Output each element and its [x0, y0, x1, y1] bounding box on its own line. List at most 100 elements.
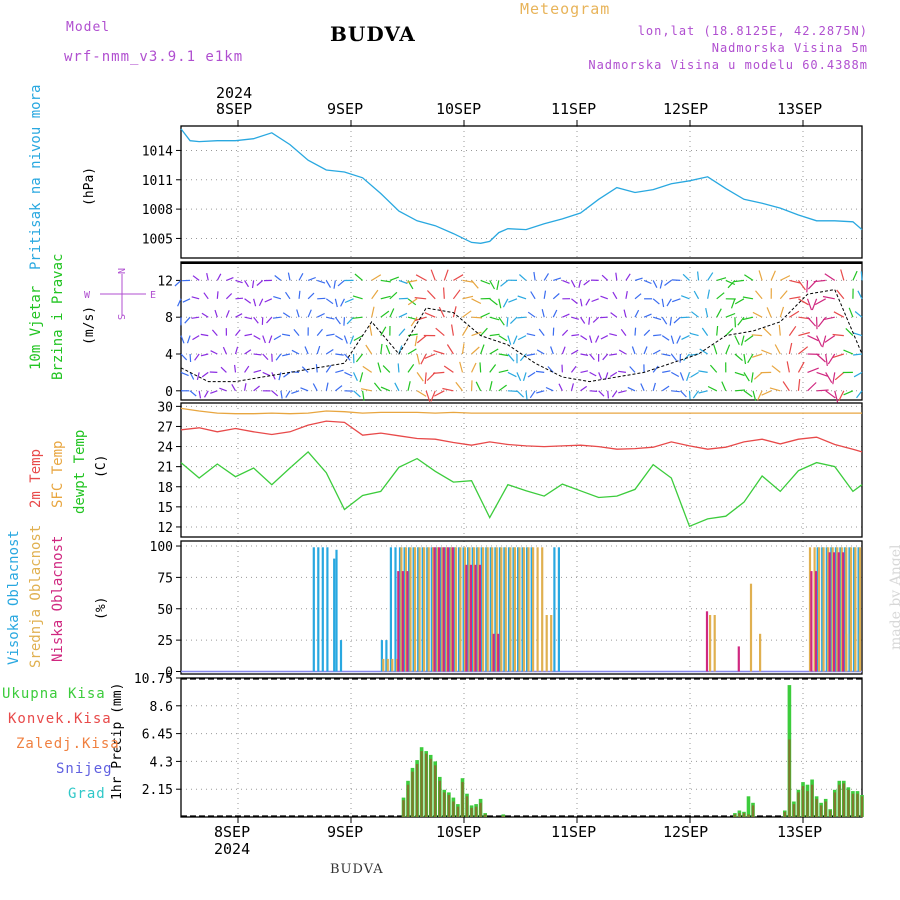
wind-arrow [807, 367, 819, 373]
wind-arrow [498, 384, 507, 392]
wind-arrow [682, 273, 690, 281]
cloud-low-bar [397, 571, 400, 672]
wind-arrow [536, 349, 545, 355]
wind-arrow [543, 273, 550, 281]
wind-arrow [177, 298, 182, 307]
wind-arrow [824, 335, 836, 343]
wind-arrow [806, 298, 813, 311]
wind-arrow [734, 335, 740, 345]
wind-arrow [455, 381, 463, 392]
precip-conv-bar [502, 815, 505, 817]
precip-conv-bar [452, 801, 455, 817]
wind-arrow [198, 390, 202, 399]
wind-arrow [716, 308, 722, 318]
wind-arrow [471, 346, 480, 355]
cloud-high-bar [457, 547, 461, 672]
wind-arrow [424, 372, 427, 384]
wind-arrow [843, 349, 854, 355]
precip-conv-bar [797, 792, 800, 817]
wind-arrow [822, 316, 835, 321]
wind-arrow [326, 333, 335, 337]
wind-arrow [538, 328, 545, 336]
wind-arrow [591, 298, 599, 303]
wind-arrow [312, 383, 318, 392]
cloud-mid-bar [486, 547, 489, 672]
wind-arrow [558, 383, 563, 392]
cloud-high-bar [494, 547, 497, 672]
wind-arrow [683, 353, 690, 361]
cloud-high-bar [521, 547, 524, 672]
cloud-high-bar [821, 547, 824, 672]
cloud-low-bar [433, 547, 436, 672]
wind-arrow [661, 385, 670, 392]
wind-arrow [740, 335, 745, 346]
wind-arrow [832, 333, 844, 337]
cloud-high-bar [848, 547, 851, 672]
cloud-high-bar [462, 547, 465, 672]
wind-arrow [763, 327, 772, 337]
wind-arrow [316, 345, 321, 355]
y-tick-label: 4.3 [150, 755, 173, 770]
wind-arrow [340, 298, 345, 307]
wind-arrow [816, 371, 829, 377]
wind-arrow [281, 333, 291, 337]
wind-arrow [766, 307, 772, 318]
wind-arrow [420, 353, 427, 365]
cloud-low-bar [451, 547, 454, 672]
wind-arrow [333, 280, 336, 289]
precip-conv-bar [806, 791, 809, 817]
wind-arrow [798, 346, 809, 355]
wind-arrow [807, 382, 817, 392]
y-tick-label: 15 [157, 501, 173, 516]
wind-arrow [631, 346, 636, 355]
wind-arrow [285, 390, 291, 398]
wind-arrow [298, 273, 304, 281]
precip-conv-bar [479, 802, 482, 817]
wind-arrow [508, 298, 518, 303]
wind-arrow [307, 309, 312, 318]
cloud-mid-bar [500, 547, 503, 672]
wind-arrow [533, 271, 536, 281]
wind-arrow [335, 369, 344, 373]
wind-arrow [471, 298, 482, 305]
wind-arrow [180, 371, 189, 377]
wind-arrow [589, 390, 598, 392]
wind-arrow [816, 335, 823, 347]
wind-arrow [274, 275, 282, 281]
wind-arrow [216, 273, 222, 281]
cloud-low-bar [814, 571, 818, 672]
day-bottom-0: 8SEP [214, 823, 251, 841]
wind-arrow [489, 381, 493, 391]
y-tick-label: 4 [165, 348, 173, 363]
precip-conv-bar [406, 784, 410, 817]
wind-arrow [516, 390, 525, 398]
cloud-mid-bar [409, 547, 412, 672]
wind-arrow [206, 272, 209, 281]
y-tick-label: 6.45 [142, 728, 173, 743]
wind-arrow [517, 295, 527, 300]
wind-arrow [609, 353, 617, 356]
wind-arrow [652, 365, 659, 373]
wind-arrow [681, 335, 690, 340]
cloud-high-bar [448, 547, 452, 672]
wind-arrow [580, 370, 589, 373]
cloud-high-bar [394, 547, 397, 672]
wind-arrow [852, 270, 858, 281]
panel-frame [180, 261, 863, 401]
wind-arrow [661, 335, 670, 341]
wind-arrow [489, 333, 500, 337]
cloud-high-bar [553, 547, 556, 672]
wind-arrow [471, 316, 483, 319]
wind-arrow [589, 335, 593, 343]
wind-arrow [461, 343, 465, 355]
wind-arrow [244, 365, 250, 373]
wind-arrow [210, 350, 218, 355]
wind-arrow [604, 372, 609, 380]
cloud-high-bar [526, 547, 529, 672]
cloud-low-bar [469, 564, 472, 672]
wind-arrow [489, 298, 498, 306]
wind-arrow [797, 280, 806, 291]
wind-arrow [853, 371, 863, 378]
wind-arrow [235, 297, 244, 300]
pressure-series-line [180, 128, 863, 244]
